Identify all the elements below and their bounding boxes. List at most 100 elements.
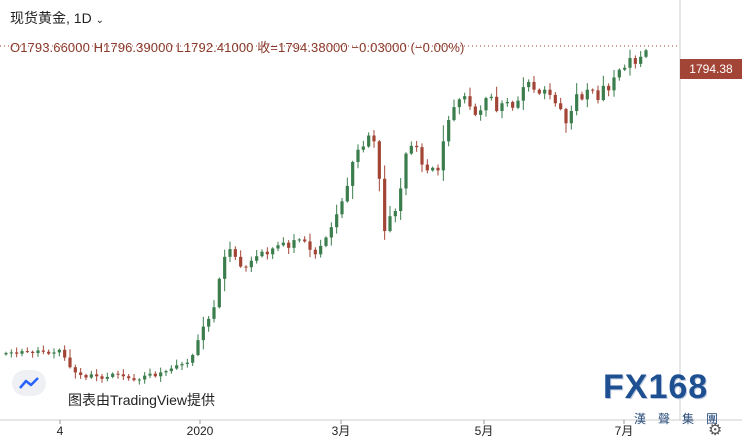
candle-body <box>164 371 168 373</box>
candle-body <box>31 351 35 354</box>
symbol-title-text: 现货黄金, 1D <box>10 10 92 26</box>
candle-body <box>52 352 56 354</box>
chevron-down-icon[interactable]: ⌄ <box>95 15 104 26</box>
fx168-watermark-subtitle: 漢聲集團 <box>634 412 731 426</box>
candle-body <box>468 96 472 107</box>
last-price-label: 1794.38 <box>680 59 742 79</box>
candle-body <box>372 135 376 142</box>
candle-body <box>57 349 61 353</box>
candle-body <box>479 110 483 115</box>
candle-body <box>292 240 296 248</box>
candle-body <box>308 241 312 250</box>
candle-body <box>511 101 515 108</box>
candle-body <box>500 103 504 111</box>
candle-body <box>255 256 259 261</box>
candle-body <box>121 374 125 377</box>
tradingview-logo-icon[interactable] <box>12 370 46 396</box>
candle-body <box>324 237 328 246</box>
candle-body <box>148 373 152 376</box>
candle-body <box>201 326 205 341</box>
candle-body <box>212 307 216 319</box>
candle-body <box>191 354 195 363</box>
candle-body <box>489 96 493 99</box>
candle-body <box>436 167 440 171</box>
candle-body <box>89 374 93 378</box>
candle-body <box>484 98 488 111</box>
candle-body <box>244 266 248 268</box>
candle-body <box>543 89 547 94</box>
candle-body <box>532 81 536 90</box>
candle-body <box>601 85 605 101</box>
candle-body <box>265 251 269 255</box>
candle-body <box>580 94 584 100</box>
candle-body <box>383 178 387 232</box>
candle-body <box>196 340 200 355</box>
ohlc-legend: O1793.66000 H1796.39000 L1792.41000 收=17… <box>10 40 465 55</box>
candle-body <box>399 188 403 212</box>
attribution-text[interactable]: 图表由TradingView提供 <box>68 392 216 408</box>
candle-body <box>559 103 563 110</box>
candle-body <box>313 249 317 255</box>
candle-body <box>623 67 627 70</box>
candle-body <box>233 249 237 257</box>
candle-body <box>345 185 349 202</box>
candle-body <box>404 153 408 189</box>
x-tick-label: 4 <box>57 424 64 438</box>
candle-body <box>249 260 253 268</box>
candle-body <box>585 89 589 100</box>
candle-body <box>596 90 600 101</box>
candle-body <box>415 145 419 148</box>
candle-body <box>548 89 552 95</box>
candle-body <box>420 147 424 165</box>
candle-body <box>105 376 109 379</box>
candle-body <box>169 368 173 372</box>
candle-body <box>239 256 243 267</box>
candle-body <box>367 135 371 147</box>
candle-body <box>553 94 557 104</box>
candle-body <box>185 362 189 365</box>
candle-body <box>207 318 211 327</box>
candle-body <box>644 50 648 57</box>
candle-body <box>617 69 621 78</box>
candle-body <box>591 89 595 91</box>
candle-body <box>217 278 221 308</box>
candle-body <box>175 365 179 369</box>
candle-body <box>607 85 611 91</box>
candle-body <box>452 107 456 121</box>
candle-body <box>463 96 467 100</box>
candle-body <box>180 364 184 366</box>
candle-body <box>260 251 264 257</box>
candle-body <box>340 201 344 215</box>
x-tick-label: 2020 <box>187 424 214 438</box>
x-tick-label: 5月 <box>475 424 494 438</box>
candle-body <box>431 167 435 171</box>
candle-body <box>457 99 461 108</box>
candle-body <box>132 378 136 381</box>
candle-body <box>137 379 141 381</box>
symbol-title[interactable]: 现货黄金, 1D ⌄ <box>10 8 104 28</box>
candle-body <box>159 372 163 377</box>
candle-body <box>361 146 365 150</box>
candle-body <box>612 77 616 91</box>
candle-body <box>41 350 45 352</box>
candle-body <box>73 367 77 373</box>
candle-body <box>68 357 72 368</box>
candle-body <box>537 89 541 94</box>
candle-body <box>495 96 499 111</box>
candle-body <box>271 248 275 255</box>
x-tick-label: 7月 <box>615 424 634 438</box>
candles-layer <box>4 49 648 385</box>
candle-body <box>409 145 413 154</box>
candle-body <box>505 101 509 104</box>
candle-body <box>100 376 104 379</box>
candle-body <box>47 351 51 354</box>
candle-body <box>393 211 397 217</box>
candle-body <box>441 141 445 171</box>
candle-body <box>319 245 323 255</box>
time-axis: 4 2020 3月 5月 7月 <box>57 420 634 438</box>
candle-body <box>15 352 19 354</box>
candle-body <box>36 350 40 354</box>
candle-body <box>356 149 360 162</box>
gear-icon[interactable]: ⚙ <box>708 422 723 439</box>
